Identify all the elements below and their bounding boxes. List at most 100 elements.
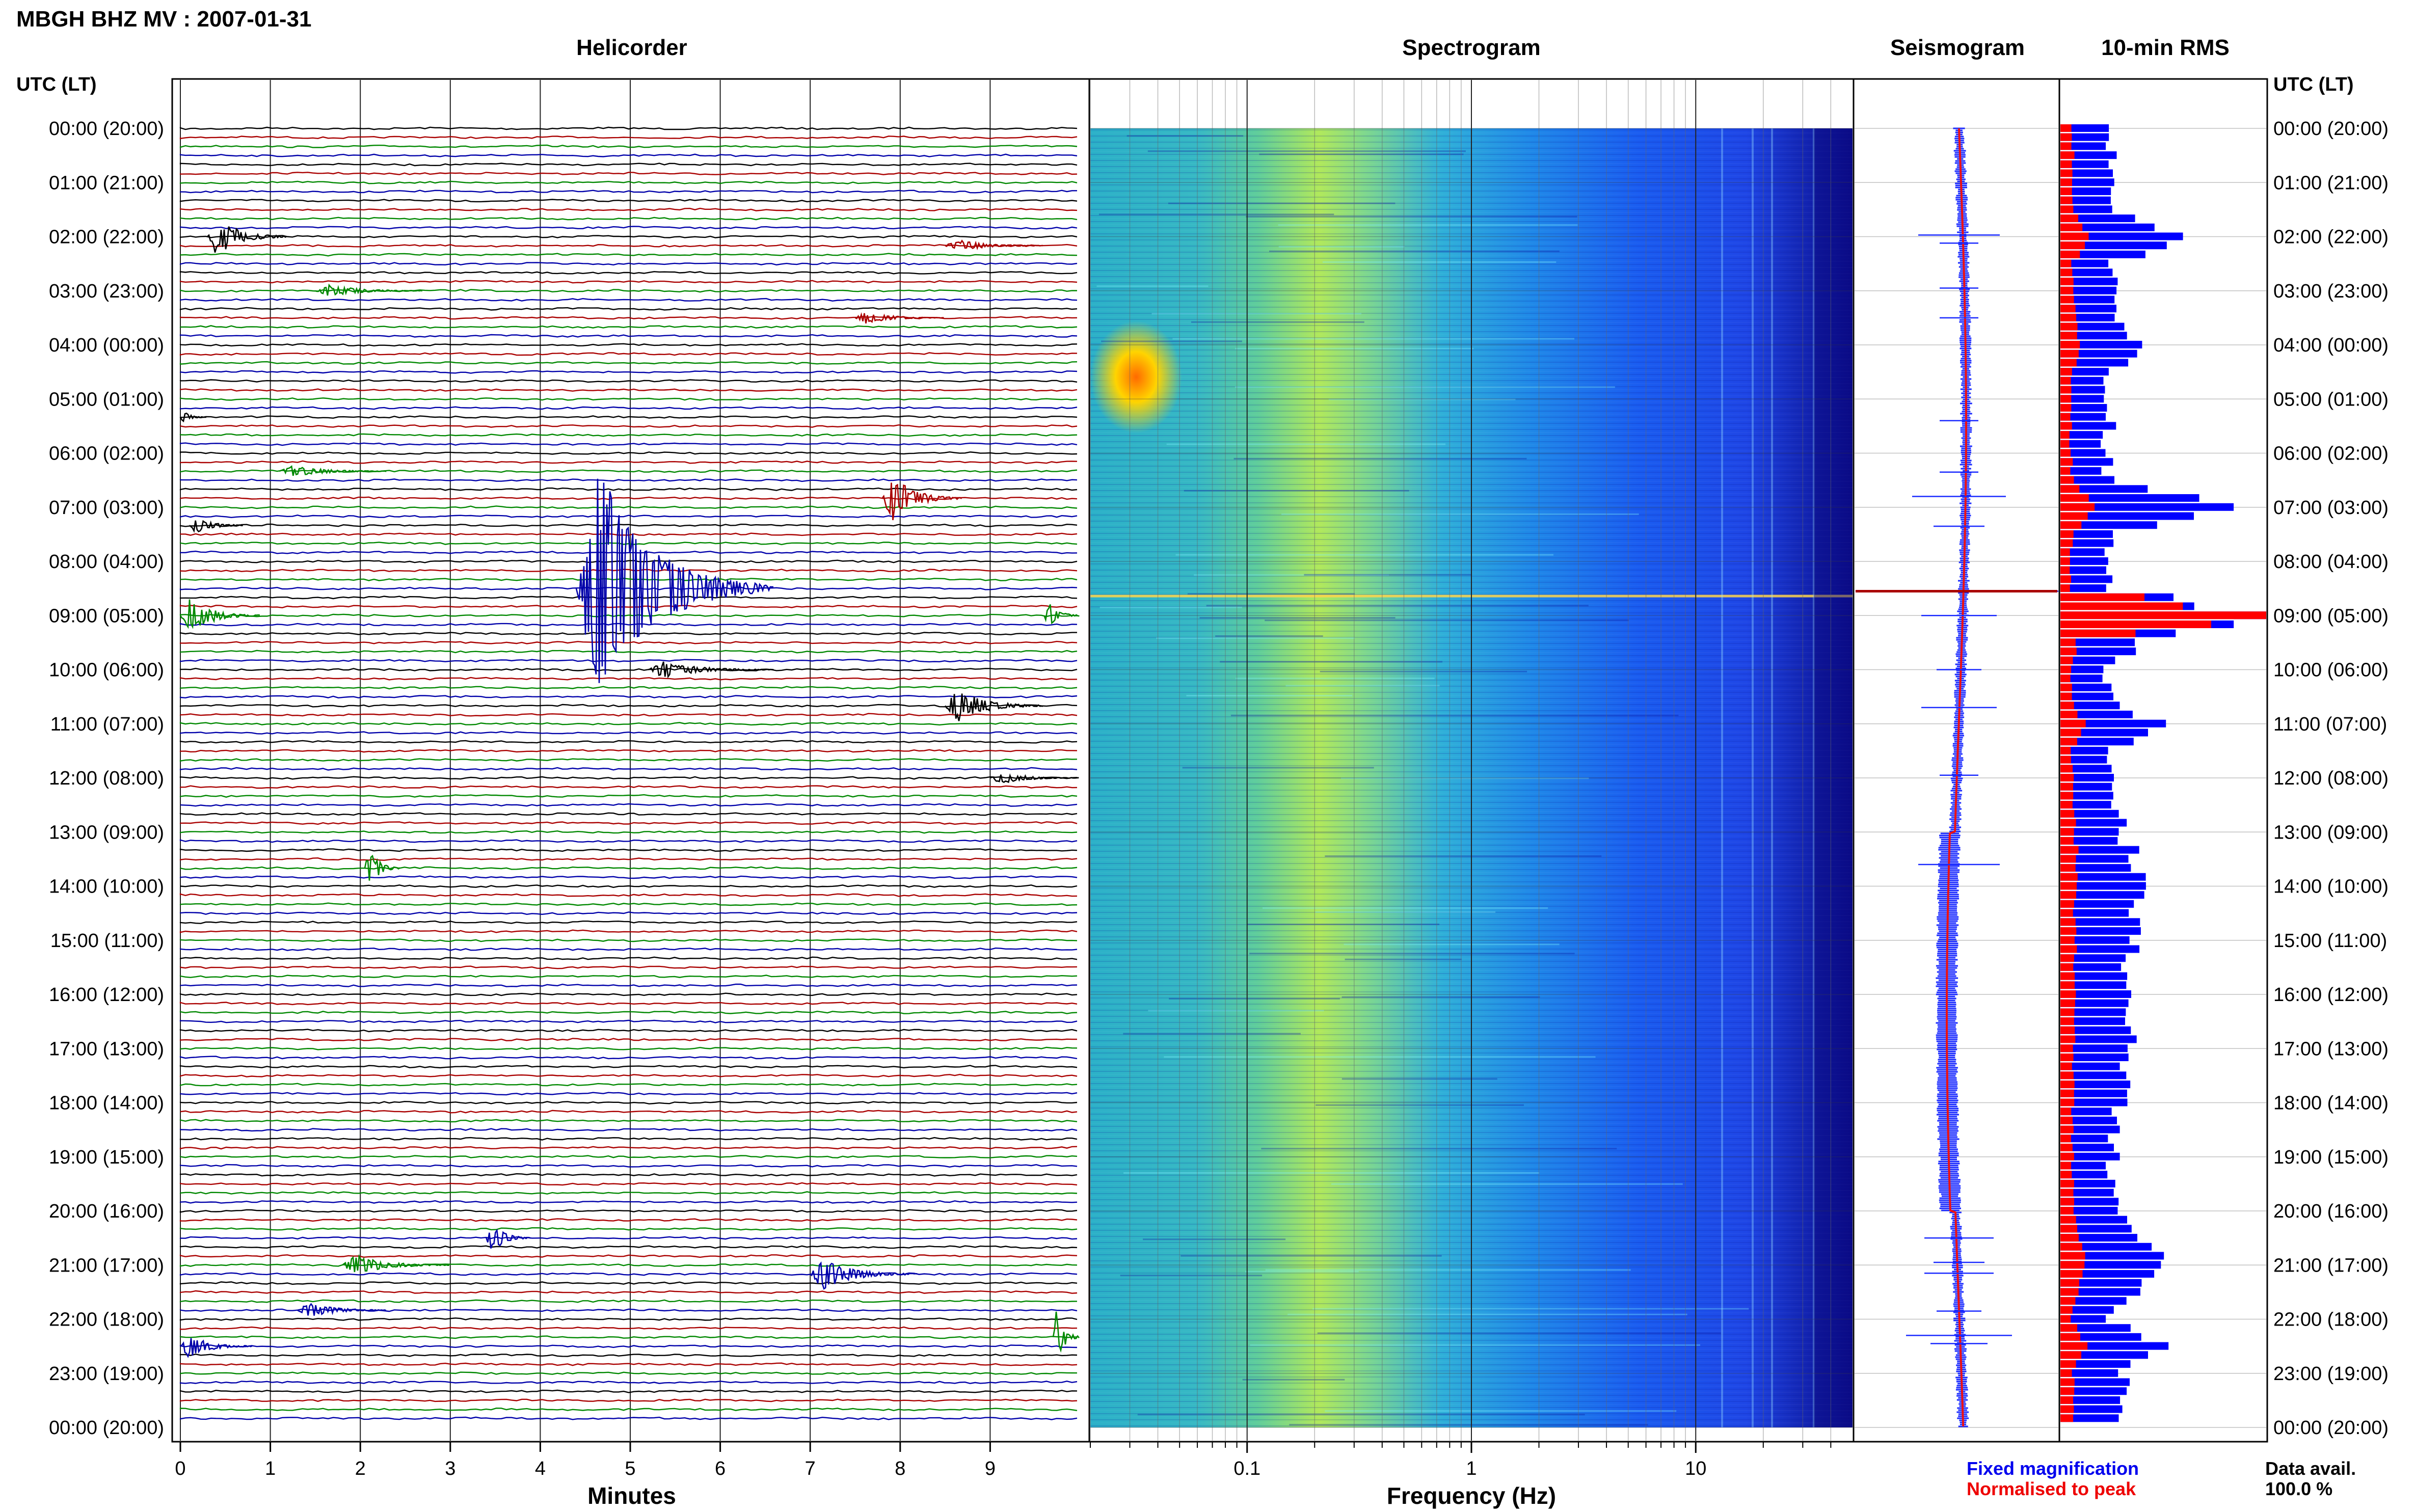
rms-fixed-bar — [2060, 719, 2166, 727]
trace-row — [179, 975, 1078, 978]
rms-normalised-bar — [2060, 250, 2080, 258]
rms-fixed-bar — [2060, 259, 2109, 267]
trace-row — [179, 1019, 1078, 1023]
rms-normalised-bar — [2060, 1369, 2072, 1377]
rms-fixed-bar — [2060, 1171, 2108, 1179]
trace-row — [179, 947, 1078, 951]
seismogram-panel — [1853, 78, 2060, 1443]
rms-fixed-bar — [2060, 1108, 2112, 1116]
trace-row — [179, 911, 1078, 915]
hour-label-left: 20:00 (16:00) — [49, 1201, 164, 1222]
rms-fixed-bar — [2060, 801, 2111, 809]
rms-fixed-bar — [2060, 449, 2106, 457]
trace-row — [179, 207, 1078, 211]
rms-normalised-bar — [2060, 1252, 2085, 1260]
rms-fixed-bar — [2060, 837, 2118, 845]
trace-row — [179, 1362, 1078, 1366]
trace-row — [179, 1389, 1078, 1393]
rms-fixed-bar — [2060, 1243, 2152, 1251]
trace-row — [179, 1119, 1078, 1123]
trace-row — [179, 1146, 1078, 1150]
trace-row — [179, 866, 1078, 870]
rms-normalised-bar — [2060, 133, 2072, 141]
hour-label-left: 22:00 (18:00) — [49, 1309, 164, 1331]
hour-label-right: 07:00 (03:00) — [2273, 497, 2389, 519]
rms-normalised-bar — [2060, 1342, 2088, 1350]
trace-row — [179, 388, 1078, 392]
trace-row — [179, 893, 1078, 897]
rms-fixed-bar — [2060, 1189, 2114, 1197]
rms-normalised-bar — [2060, 467, 2071, 475]
rms-normalised-bar — [2060, 990, 2076, 998]
trace-row — [179, 1002, 1078, 1006]
rms-fixed-bar — [2060, 142, 2106, 150]
rms-normalised-bar — [2060, 241, 2085, 250]
rms-fixed-bar — [2060, 169, 2113, 177]
rms-fixed-bar — [2060, 404, 2107, 412]
rms-normalised-bar — [2060, 1098, 2075, 1106]
rms-normalised-bar — [2060, 548, 2070, 556]
hour-label-right: 12:00 (08:00) — [2273, 768, 2389, 789]
rms-normalised-bar — [2060, 1125, 2074, 1133]
hour-label-right: 06:00 (02:00) — [2273, 443, 2389, 465]
rms-fixed-bar — [2060, 981, 2127, 989]
trace-row — [179, 550, 1078, 554]
trace-row — [179, 929, 1078, 933]
rms-normalised-bar — [2060, 286, 2074, 294]
rms-bars — [2060, 124, 2266, 1422]
helicorder-event — [486, 1228, 531, 1249]
rms-normalised-bar — [2060, 1234, 2079, 1242]
rms-fixed-bar — [2060, 539, 2114, 547]
trace-row — [179, 514, 1078, 519]
rms-normalised-bar — [2060, 160, 2072, 168]
minute-tick-label: 7 — [805, 1458, 816, 1479]
trace-row — [179, 902, 1078, 906]
helicorder-heading: Helicorder — [576, 35, 687, 60]
rms-fixed-bar — [2060, 738, 2134, 746]
trace-row — [179, 325, 1078, 329]
rms-fixed-bar — [2060, 638, 2135, 646]
rms-normalised-bar — [2060, 801, 2073, 809]
rms-normalised-bar — [2060, 1405, 2074, 1413]
rms-normalised-bar — [2060, 476, 2074, 484]
hour-label-left: 11:00 (07:00) — [50, 714, 164, 735]
trace-row — [179, 460, 1078, 464]
spectrogram-hotspot — [1090, 321, 1182, 433]
rms-normalised-bar — [2060, 1026, 2075, 1034]
trace-row — [179, 505, 1078, 509]
rms-normalised-bar — [2060, 981, 2075, 989]
trace-row — [179, 1010, 1078, 1014]
rms-normalised-bar — [2060, 828, 2074, 836]
rms-normalised-bar — [2060, 674, 2071, 683]
rms-fixed-bar — [2060, 873, 2146, 881]
rms-panel — [2058, 78, 2268, 1443]
helicorder-event — [648, 661, 774, 679]
rms-normalised-bar — [2060, 1017, 2074, 1025]
rms-normalised-bar — [2060, 539, 2073, 547]
helicorder-event — [180, 1338, 253, 1358]
rms-fixed-bar — [2060, 1008, 2126, 1016]
rms-fixed-bar — [2060, 413, 2106, 421]
rms-fixed-bar — [2060, 1054, 2129, 1061]
helicorder-event — [179, 412, 206, 423]
trace-row — [179, 1227, 1078, 1231]
rms-normalised-bar — [2060, 1378, 2075, 1386]
hour-label-left: 21:00 (17:00) — [49, 1255, 164, 1276]
rms-fixed-bar — [2060, 782, 2112, 791]
trace-row — [179, 280, 1078, 284]
rms-fixed-bar — [2060, 683, 2112, 691]
rms-normalised-bar — [2060, 755, 2071, 764]
rms-fixed-bar — [2060, 376, 2104, 385]
rms-normalised-bar — [2060, 1261, 2085, 1269]
rms-fixed-bar — [2060, 711, 2133, 718]
hour-labels-right: 00:00 (20:00) 01:00 (21:00) 02:00 (22:00) 0… — [2273, 118, 2389, 1439]
hour-label-left: 19:00 (15:00) — [49, 1147, 164, 1168]
hour-labels-left: 00:00 (20:00) 01:00 (21:00) 02:00 (22:00) 0… — [49, 118, 164, 1439]
helicorder-event — [810, 1261, 918, 1290]
trace-row — [179, 1056, 1078, 1060]
rms-fixed-bar — [2060, 1360, 2131, 1368]
rms-fixed-bar — [2060, 1125, 2120, 1133]
rms-normalised-bar — [2060, 530, 2074, 538]
minute-tick-label: 5 — [625, 1458, 635, 1479]
